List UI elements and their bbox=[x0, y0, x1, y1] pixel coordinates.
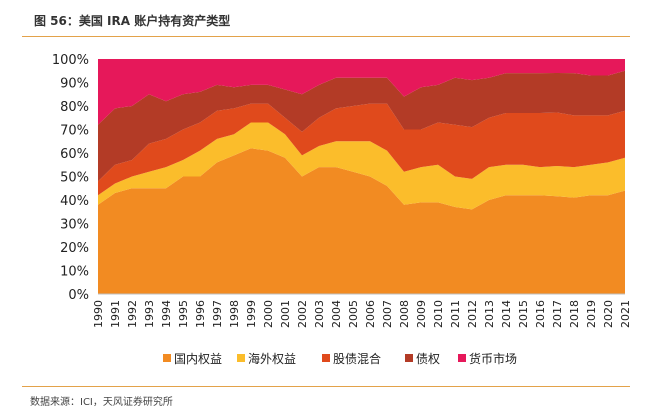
legend-label: 海外权益 bbox=[248, 351, 296, 366]
y-tick-label: 70% bbox=[60, 124, 89, 139]
area-series-2 bbox=[98, 103, 625, 196]
x-tick-label: 2004 bbox=[330, 300, 343, 328]
x-tick-label: 2015 bbox=[517, 300, 530, 328]
x-tick-label: 2021 bbox=[619, 300, 632, 328]
legend-swatch bbox=[405, 354, 413, 362]
legend-item: 国内权益 bbox=[163, 352, 222, 366]
x-tick-label: 2013 bbox=[483, 300, 496, 328]
x-tick-label: 2017 bbox=[551, 300, 564, 328]
plot-area bbox=[98, 59, 625, 294]
x-tick-label: 1992 bbox=[126, 300, 139, 328]
legend-item: 海外权益 bbox=[237, 351, 296, 366]
y-tick-label: 90% bbox=[60, 77, 89, 92]
legend-label: 债权 bbox=[416, 352, 440, 366]
title-rule bbox=[22, 36, 630, 37]
area-series-0 bbox=[98, 148, 625, 294]
x-tick-label: 1993 bbox=[143, 300, 156, 328]
figure-title: 图 56：美国 IRA 账户持有资产类型 bbox=[34, 14, 231, 28]
legend: 国内权益 海外权益 股债混合 债权 货币市场 bbox=[163, 351, 517, 366]
x-tick-label: 2018 bbox=[568, 300, 581, 328]
x-tick-label: 2011 bbox=[449, 300, 462, 328]
x-tick-label: 2010 bbox=[432, 300, 445, 328]
x-tick-label: 2006 bbox=[364, 300, 377, 328]
x-tick-label: 2016 bbox=[534, 300, 547, 328]
area-series-4 bbox=[98, 59, 625, 125]
legend-swatch bbox=[458, 354, 466, 362]
x-tick-label: 1999 bbox=[245, 300, 258, 328]
source-note: 数据来源：ICI，天风证券研究所 bbox=[30, 397, 173, 408]
y-tick-label: 100% bbox=[52, 53, 89, 68]
x-tick-label: 2003 bbox=[313, 300, 326, 328]
x-tick-label: 2014 bbox=[500, 300, 513, 328]
x-tick-label: 1997 bbox=[211, 300, 224, 328]
legend-item: 货币市场 bbox=[458, 351, 517, 366]
legend-swatch bbox=[237, 354, 245, 362]
y-tick-label: 10% bbox=[60, 265, 89, 280]
x-tick-label: 2008 bbox=[398, 300, 411, 328]
x-tick-label: 1994 bbox=[160, 300, 173, 328]
y-axis: 0% 10% 20% 30% 40% 50% 60% 70% 80% 90% 100% bbox=[52, 53, 89, 303]
y-tick-label: 30% bbox=[60, 218, 89, 233]
x-axis: 1990 1991 1992 1993 1994 1995 1996 1997 1998 1999… bbox=[92, 293, 632, 328]
area-series-1 bbox=[98, 122, 625, 210]
x-tick-label: 1990 bbox=[92, 300, 105, 328]
y-tick-label: 20% bbox=[60, 241, 89, 256]
area-series-3 bbox=[98, 70, 625, 182]
y-tick-label: 50% bbox=[60, 171, 89, 186]
y-tick-label: 40% bbox=[60, 194, 89, 209]
legend-item: 股债混合 bbox=[322, 351, 381, 366]
legend-swatch bbox=[163, 354, 171, 362]
x-tick-label: 2001 bbox=[279, 300, 292, 328]
x-tick-label: 1991 bbox=[109, 300, 122, 328]
legend-label: 货币市场 bbox=[469, 351, 517, 366]
y-tick-label: 60% bbox=[60, 147, 89, 162]
legend-item: 债权 bbox=[405, 352, 440, 366]
y-tick-label: 0% bbox=[68, 288, 89, 303]
x-tick-label: 2000 bbox=[262, 300, 275, 328]
x-tick-label: 2012 bbox=[466, 300, 479, 328]
legend-label: 股债混合 bbox=[333, 351, 381, 366]
x-tick-label: 2009 bbox=[415, 300, 428, 328]
x-tick-label: 1996 bbox=[194, 300, 207, 328]
source-rule bbox=[22, 386, 630, 387]
legend-swatch bbox=[322, 354, 330, 362]
y-tick-label: 80% bbox=[60, 100, 89, 115]
x-tick-label: 2002 bbox=[296, 300, 309, 328]
x-tick-label: 2020 bbox=[602, 300, 615, 328]
x-tick-label: 2007 bbox=[381, 300, 394, 328]
x-tick-label: 2019 bbox=[585, 300, 598, 328]
x-tick-label: 2005 bbox=[347, 300, 360, 328]
legend-label: 国内权益 bbox=[174, 352, 222, 366]
x-tick-label: 1995 bbox=[177, 300, 190, 328]
x-tick-label: 1998 bbox=[228, 300, 241, 328]
